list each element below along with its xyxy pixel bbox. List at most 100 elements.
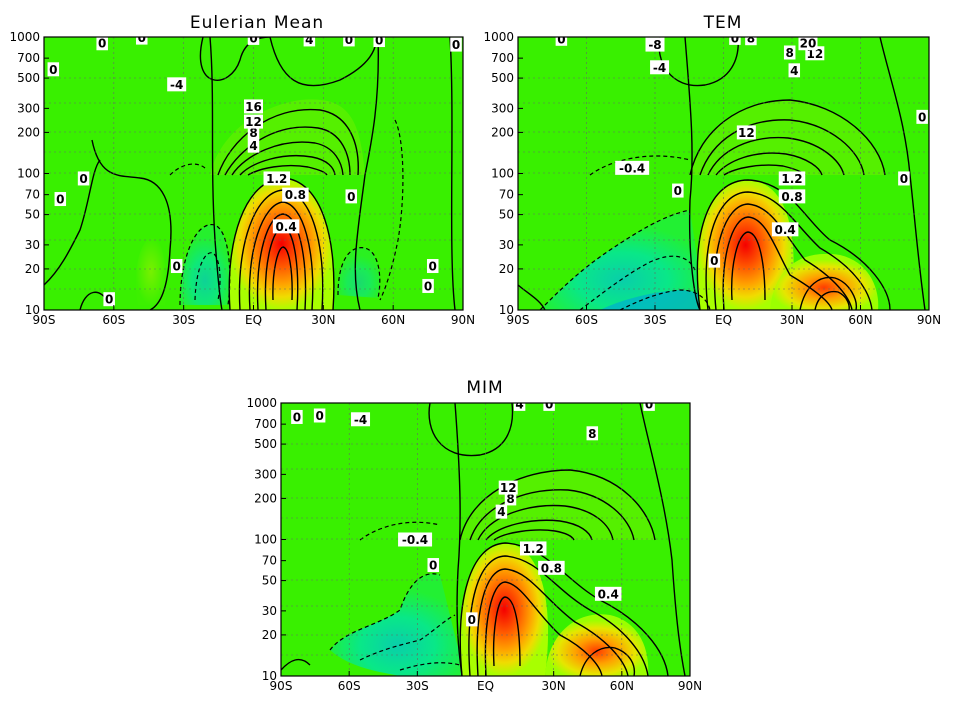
y-tick-label: 70 [25, 188, 40, 202]
contour-sh-negative-cell [180, 224, 230, 305]
svg-text:1.2: 1.2 [266, 172, 287, 186]
y-tick-label: 200 [254, 491, 277, 505]
svg-text:0.8: 0.8 [541, 561, 562, 575]
contour-label: -0.4 [398, 532, 433, 547]
contour-nh-lobe [770, 253, 879, 310]
x-tick-label: 60S [338, 679, 361, 693]
x-tick-label: 60S [575, 313, 598, 327]
x-tick-label: 30N [780, 313, 804, 327]
contour-label: 1.2 [263, 171, 291, 186]
svg-text:1.2: 1.2 [781, 172, 802, 186]
y-tick-label: 500 [491, 71, 514, 85]
svg-text:4: 4 [497, 505, 505, 519]
y-tick-label: 50 [262, 574, 277, 588]
svg-text:8: 8 [249, 126, 257, 140]
y-tick-label: 500 [17, 71, 40, 85]
contour-label: 0 [54, 192, 67, 207]
x-tick-label: 90N [917, 313, 941, 327]
x-tick-label: 90S [33, 313, 56, 327]
x-tick-label: 60N [381, 313, 405, 327]
y-tick-label: 30 [262, 604, 277, 618]
contour-label: 0.4 [272, 219, 300, 234]
svg-text:4: 4 [515, 397, 523, 411]
contour-label: 0.8 [778, 189, 806, 204]
contour-label: 0 [313, 408, 326, 423]
contour-label: 8 [504, 491, 517, 506]
contour-label: -4 [167, 77, 187, 92]
svg-text:1.2: 1.2 [523, 542, 544, 556]
contour-label: 0 [422, 278, 434, 293]
svg-text:-8: -8 [648, 38, 661, 52]
contour-label: 4 [303, 33, 316, 47]
contour-label: 0 [708, 253, 721, 268]
svg-text:0: 0 [98, 37, 106, 51]
contour-label: 20 [798, 37, 818, 51]
contour-label: 0.8 [282, 187, 309, 202]
svg-text:0: 0 [424, 279, 432, 293]
svg-text:0: 0 [918, 110, 926, 124]
svg-text:0: 0 [900, 172, 908, 186]
y-tick-label: 20 [499, 262, 514, 276]
svg-text:-0.4: -0.4 [402, 533, 428, 547]
contour-label: 0 [729, 37, 741, 45]
panel-title: Eulerian Mean [190, 13, 324, 33]
grid [281, 403, 690, 676]
contour-label: 0.4 [771, 222, 799, 237]
svg-text:0: 0 [315, 409, 323, 423]
svg-text:8: 8 [588, 427, 596, 441]
svg-text:-4: -4 [170, 78, 183, 92]
contour-label: 0.8 [538, 560, 565, 575]
svg-text:0.4: 0.4 [275, 220, 296, 234]
svg-text:8: 8 [786, 46, 794, 60]
svg-text:0: 0 [557, 32, 565, 46]
svg-text:0: 0 [429, 559, 437, 573]
contour-nh-lobe [545, 614, 649, 676]
y-tick-label: 70 [499, 188, 514, 202]
contour-label: 8 [586, 426, 599, 441]
svg-text:12: 12 [245, 115, 262, 129]
svg-text:4: 4 [249, 139, 257, 153]
negative-contour-lines [539, 155, 711, 310]
contour-label: 0 [898, 171, 910, 186]
contour-label: 0 [247, 31, 260, 45]
panel-tem: TEM [483, 13, 941, 327]
contour-label: 0 [543, 403, 555, 411]
svg-text:16: 16 [245, 100, 262, 114]
svg-text:0.8: 0.8 [285, 188, 306, 202]
svg-text:0: 0 [345, 33, 353, 47]
contour-deep-negative [600, 290, 715, 310]
contour-label: 12 [244, 114, 263, 129]
y-tick-label: 10 [25, 303, 40, 317]
panel-title: MIM [466, 378, 503, 398]
contour-label: 0 [466, 612, 478, 627]
svg-text:0: 0 [375, 34, 383, 48]
svg-text:0: 0 [249, 31, 257, 45]
svg-text:0: 0 [56, 193, 64, 207]
y-tick-label: 30 [25, 238, 40, 252]
y-tick-label: 10 [262, 669, 277, 683]
contour-sh-positive-cell [135, 238, 166, 305]
contour-label: 0.4 [594, 586, 622, 601]
x-tick-label: 90N [678, 679, 702, 693]
panel-eulerian: Eulerian Mean [9, 13, 475, 327]
contour-label: 0 [291, 409, 303, 424]
svg-text:8: 8 [747, 32, 755, 46]
y-tick-label: 1000 [246, 396, 277, 410]
svg-text:0: 0 [105, 293, 113, 307]
negative-contour-lines [329, 521, 461, 671]
axes: 90S 60S 30S EQ 30N 60N 90N 10 20 30 50 70 100 200 300 5… [9, 30, 475, 327]
contour-label: 0 [916, 109, 928, 124]
svg-text:12: 12 [500, 481, 517, 495]
contour-label: 1.2 [519, 541, 547, 556]
x-tick-label: EQ [245, 313, 262, 327]
contour-label: -8 [645, 37, 665, 52]
contour-stratosphere-lobe [210, 99, 365, 175]
svg-text:4: 4 [305, 33, 313, 47]
svg-text:4: 4 [790, 64, 798, 78]
svg-text:8: 8 [506, 492, 514, 506]
contour-label: 4 [247, 138, 260, 153]
y-tick-label: 300 [254, 467, 277, 481]
svg-text:0: 0 [429, 260, 437, 274]
